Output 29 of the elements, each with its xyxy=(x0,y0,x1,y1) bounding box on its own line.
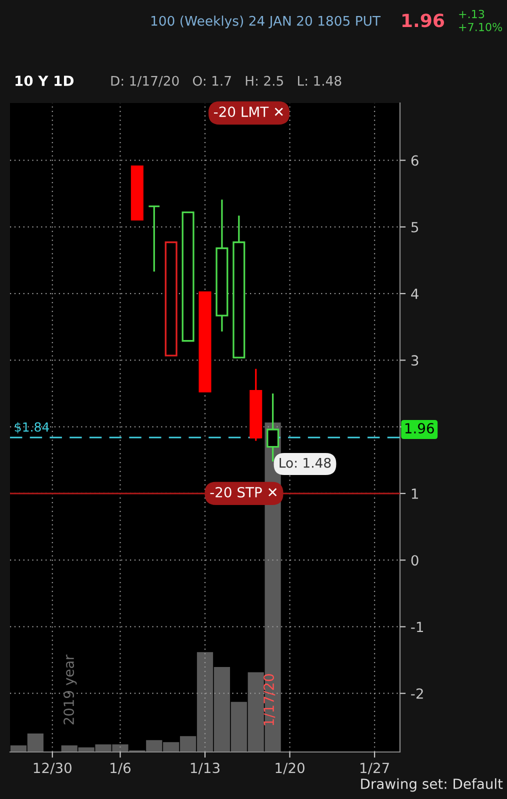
text: 1.96 xyxy=(402,14,444,28)
x-tick-label: 1/27 xyxy=(360,762,389,774)
annotation: 1.96 xyxy=(405,423,434,434)
text: Drawing set: Default xyxy=(361,778,503,792)
annotation: 1/17/20 xyxy=(264,674,276,726)
x-tick-label: 12/30 xyxy=(34,762,72,774)
y-tick-label: 1 xyxy=(412,488,418,499)
candlestick xyxy=(266,392,280,462)
text: 100 (Weeklys) 24 JAN 20 1805 PUT xyxy=(151,16,381,28)
annotation: 2019 year xyxy=(64,654,77,724)
x-tick-label: 1/20 xyxy=(276,762,304,774)
chart-title: 10 Y 1D xyxy=(16,76,74,86)
y-tick-label: -1 xyxy=(411,622,423,632)
chart-subtitle: D: 1/17/20 O: 1.7 H: 2.5 L: 1.48 xyxy=(111,76,342,87)
y-tick-label: 3 xyxy=(411,355,418,366)
y-tick-label: -2 xyxy=(411,688,423,699)
annotation: Lo: 1.48 xyxy=(280,458,331,468)
ref-line-label: $1.84 xyxy=(14,422,49,434)
y-tick-label: 5 xyxy=(411,222,418,232)
text: +7.10% xyxy=(459,22,502,32)
annotation: -20 LMT ✕ xyxy=(214,106,283,118)
ref-line-label: -20 STP ✕ xyxy=(210,486,277,498)
x-tick-label: 1/6 xyxy=(110,762,131,774)
y-tick-label: 0 xyxy=(411,555,418,566)
y-tick-label: 4 xyxy=(411,288,418,299)
text: +.13 xyxy=(459,10,484,18)
candlestick xyxy=(148,205,160,272)
y-tick-label: 6 xyxy=(411,155,418,166)
x-tick-label: 1/13 xyxy=(190,762,220,774)
